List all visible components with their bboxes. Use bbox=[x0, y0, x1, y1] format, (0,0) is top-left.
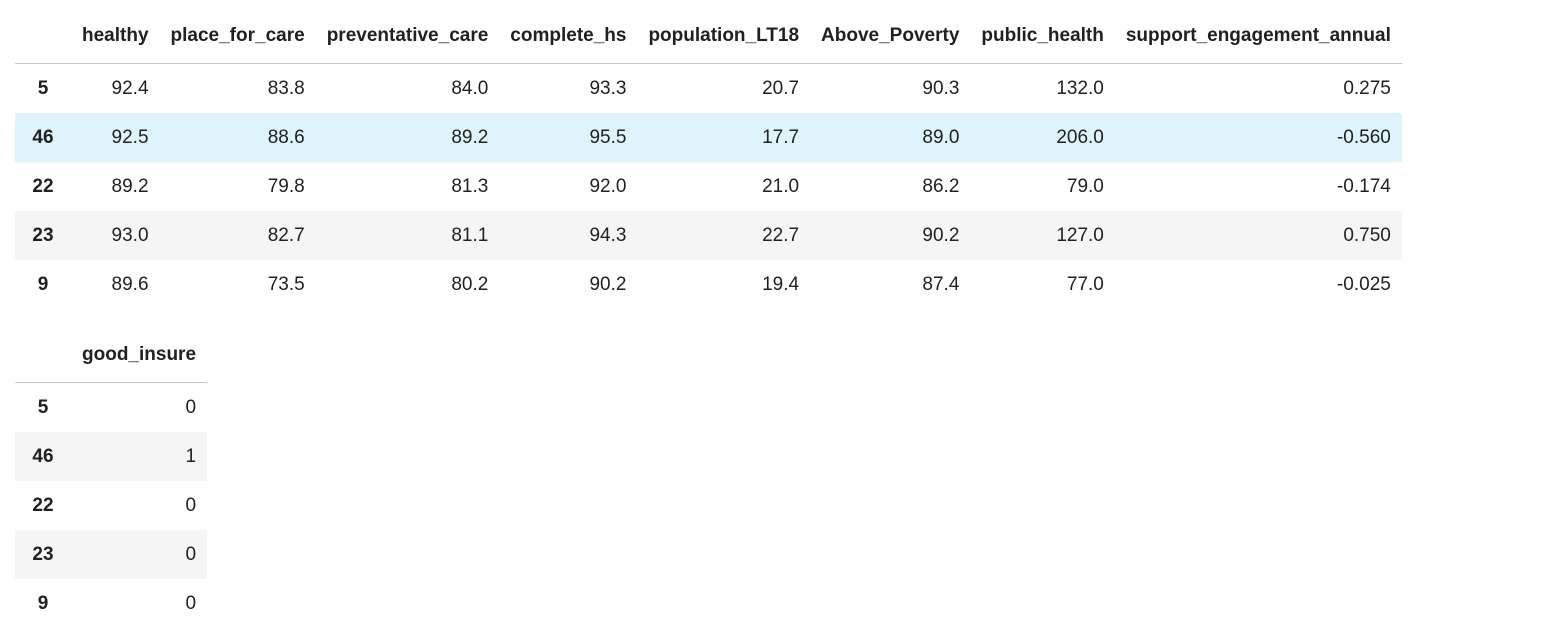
table-cell: 90.3 bbox=[922, 77, 960, 99]
table-row: 46 1 bbox=[15, 432, 208, 481]
table-cell: 90.2 bbox=[589, 273, 627, 295]
table-cell: 0 bbox=[185, 543, 197, 565]
table-cell: 92.5 bbox=[111, 126, 149, 148]
row-index: 46 bbox=[32, 445, 54, 467]
index-header bbox=[15, 327, 71, 383]
table-cell: 21.0 bbox=[762, 175, 800, 197]
table-cell: 82.7 bbox=[267, 224, 305, 246]
table-cell: 20.7 bbox=[762, 77, 800, 99]
column-header-support-engagement-annual: support_engagement_annual bbox=[1114, 8, 1402, 64]
table-cell: 73.5 bbox=[267, 273, 305, 295]
row-index: 22 bbox=[32, 175, 54, 197]
column-header-preventative-care: preventative_care bbox=[315, 8, 500, 64]
row-index: 23 bbox=[32, 224, 54, 246]
table-row: 23 93.0 82.7 81.1 94.3 22.7 90.2 127.0 0… bbox=[15, 211, 1402, 260]
table-cell: 81.1 bbox=[451, 224, 489, 246]
table-cell: -0.560 bbox=[1336, 126, 1391, 148]
row-index: 9 bbox=[37, 592, 49, 614]
table-row: 9 0 bbox=[15, 579, 207, 628]
table-row-highlighted: 46 92.5 88.6 89.2 95.5 17.7 89.0 206.0 -… bbox=[15, 113, 1402, 162]
table-cell: 88.6 bbox=[267, 126, 305, 148]
table-cell: 81.3 bbox=[451, 175, 489, 197]
column-header-good-insure: good_insure bbox=[71, 327, 208, 383]
table-cell: 90.2 bbox=[922, 224, 960, 246]
table-cell: 93.3 bbox=[589, 77, 627, 99]
row-index: 5 bbox=[37, 77, 49, 99]
table-cell: 19.4 bbox=[762, 273, 800, 295]
table-cell: -0.174 bbox=[1336, 175, 1391, 197]
column-header-public-health: public_health bbox=[970, 8, 1115, 64]
table-cell: 0 bbox=[185, 494, 197, 516]
table-row: 22 0 bbox=[15, 481, 207, 530]
table-cell: 22.7 bbox=[762, 224, 800, 246]
table-cell: 79.0 bbox=[1066, 175, 1104, 197]
row-index: 22 bbox=[32, 494, 54, 516]
table-cell: 77.0 bbox=[1066, 273, 1104, 295]
table-cell: 0 bbox=[185, 396, 197, 418]
row-index: 5 bbox=[37, 396, 49, 418]
table-cell: 87.4 bbox=[922, 273, 960, 295]
table-row: 5 92.4 83.8 84.0 93.3 20.7 90.3 132.0 0.… bbox=[15, 64, 1402, 114]
table-cell: 0 bbox=[185, 592, 197, 614]
table-row: 22 89.2 79.8 81.3 92.0 21.0 86.2 79.0 -0… bbox=[15, 162, 1402, 211]
row-index: 46 bbox=[32, 126, 54, 148]
column-header-population-lt18: population_LT18 bbox=[637, 8, 811, 64]
table-cell: 206.0 bbox=[1056, 126, 1104, 148]
table-cell: 89.6 bbox=[111, 273, 149, 295]
index-header bbox=[15, 8, 71, 64]
table-cell: 0.750 bbox=[1343, 224, 1391, 246]
table-cell: 84.0 bbox=[451, 77, 489, 99]
table-cell: 93.0 bbox=[111, 224, 149, 246]
table-cell: 1 bbox=[185, 445, 197, 467]
header-row: healthy place_for_care preventative_care… bbox=[15, 8, 1402, 64]
row-index: 9 bbox=[37, 273, 49, 295]
table-row: 5 0 bbox=[15, 383, 207, 433]
table-cell: 127.0 bbox=[1056, 224, 1104, 246]
table-row: 23 0 bbox=[15, 530, 208, 579]
table-cell: 79.8 bbox=[267, 175, 305, 197]
table-cell: 89.2 bbox=[451, 126, 489, 148]
table-cell: 92.4 bbox=[111, 77, 149, 99]
column-header-complete-hs: complete_hs bbox=[499, 8, 638, 64]
table-cell: 80.2 bbox=[451, 273, 489, 295]
dataframe-table-continued: good_insure 5 0 46 1 22 0 23 0 9 0 bbox=[15, 327, 208, 628]
table-cell: 89.0 bbox=[922, 126, 960, 148]
table-cell: -0.025 bbox=[1336, 273, 1391, 295]
column-header-above-poverty: Above_Poverty bbox=[810, 8, 971, 64]
table-cell: 86.2 bbox=[922, 175, 960, 197]
table-cell: 0.275 bbox=[1343, 77, 1391, 99]
table-cell: 89.2 bbox=[111, 175, 149, 197]
dataframe-table-main: healthy place_for_care preventative_care… bbox=[15, 8, 1402, 309]
row-index: 23 bbox=[32, 543, 54, 565]
header-row: good_insure bbox=[15, 327, 208, 383]
table-cell: 94.3 bbox=[589, 224, 627, 246]
table-cell: 95.5 bbox=[589, 126, 627, 148]
table-cell: 17.7 bbox=[762, 126, 800, 148]
table-cell: 132.0 bbox=[1056, 77, 1104, 99]
table-cell: 92.0 bbox=[589, 175, 627, 197]
table-cell: 83.8 bbox=[267, 77, 305, 99]
table-row: 9 89.6 73.5 80.2 90.2 19.4 87.4 77.0 -0.… bbox=[15, 260, 1402, 309]
column-header-healthy: healthy bbox=[71, 8, 160, 64]
column-header-place-for-care: place_for_care bbox=[159, 8, 316, 64]
